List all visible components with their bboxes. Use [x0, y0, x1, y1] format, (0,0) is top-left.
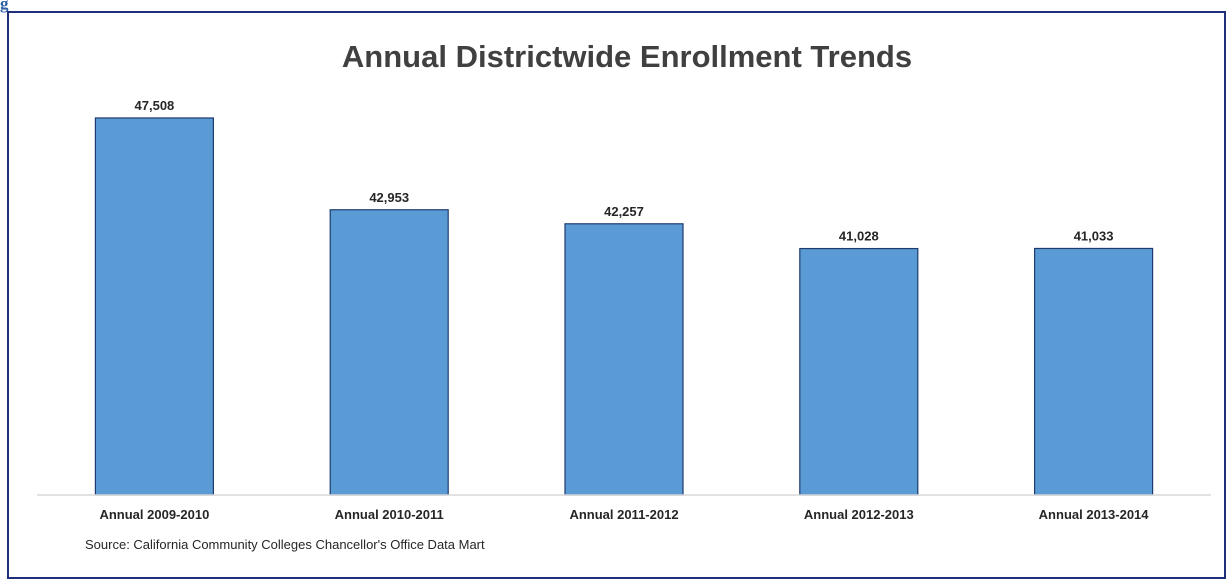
- source-note: Source: California Community Colleges Ch…: [85, 537, 485, 552]
- bar-chart: Annual Districtwide Enrollment Trends 47…: [37, 39, 1211, 552]
- bar-value-label-2: 42,953: [369, 190, 409, 205]
- x-tick-labels: Annual 2009-2010 Annual 2010-2011 Annual 2…: [99, 507, 1149, 522]
- figure-label: g: [0, 0, 9, 13]
- chart-frame: Annual Districtwide Enrollment Trends 47…: [7, 11, 1226, 579]
- bar-value-label-5: 41,033: [1074, 228, 1114, 243]
- chart-title: Annual Districtwide Enrollment Trends: [342, 39, 912, 74]
- bar-5: [1033, 247, 1154, 496]
- bar-3: [564, 223, 684, 496]
- x-tick-label-5: Annual 2013-2014: [1039, 507, 1150, 522]
- x-tick-label-2: Annual 2010-2011: [335, 507, 444, 522]
- x-tick-label-4: Annual 2012-2013: [804, 507, 914, 522]
- x-tick-label-1: Annual 2009-2010: [99, 507, 209, 522]
- bar-4: [799, 247, 919, 496]
- x-tick-label-3: Annual 2011-2012: [569, 507, 678, 522]
- bar-2: [329, 209, 449, 496]
- bar-value-label-1: 47,508: [135, 98, 175, 113]
- bars-group: 47,508 42,953 42,257 41,028 41,033: [94, 98, 1154, 496]
- bar-value-label-4: 41,028: [839, 229, 879, 244]
- bar-1: [94, 117, 215, 496]
- bar-value-label-3: 42,257: [604, 204, 644, 219]
